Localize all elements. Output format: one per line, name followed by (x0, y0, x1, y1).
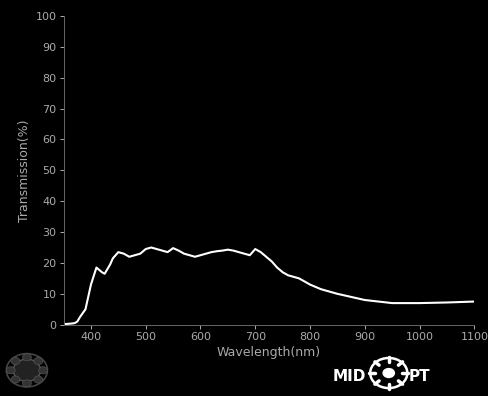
X-axis label: Wavelength(nm): Wavelength(nm) (217, 346, 320, 359)
Text: MID: MID (332, 369, 365, 384)
Text: PT: PT (407, 369, 429, 384)
Y-axis label: Transmission(%): Transmission(%) (19, 119, 31, 221)
